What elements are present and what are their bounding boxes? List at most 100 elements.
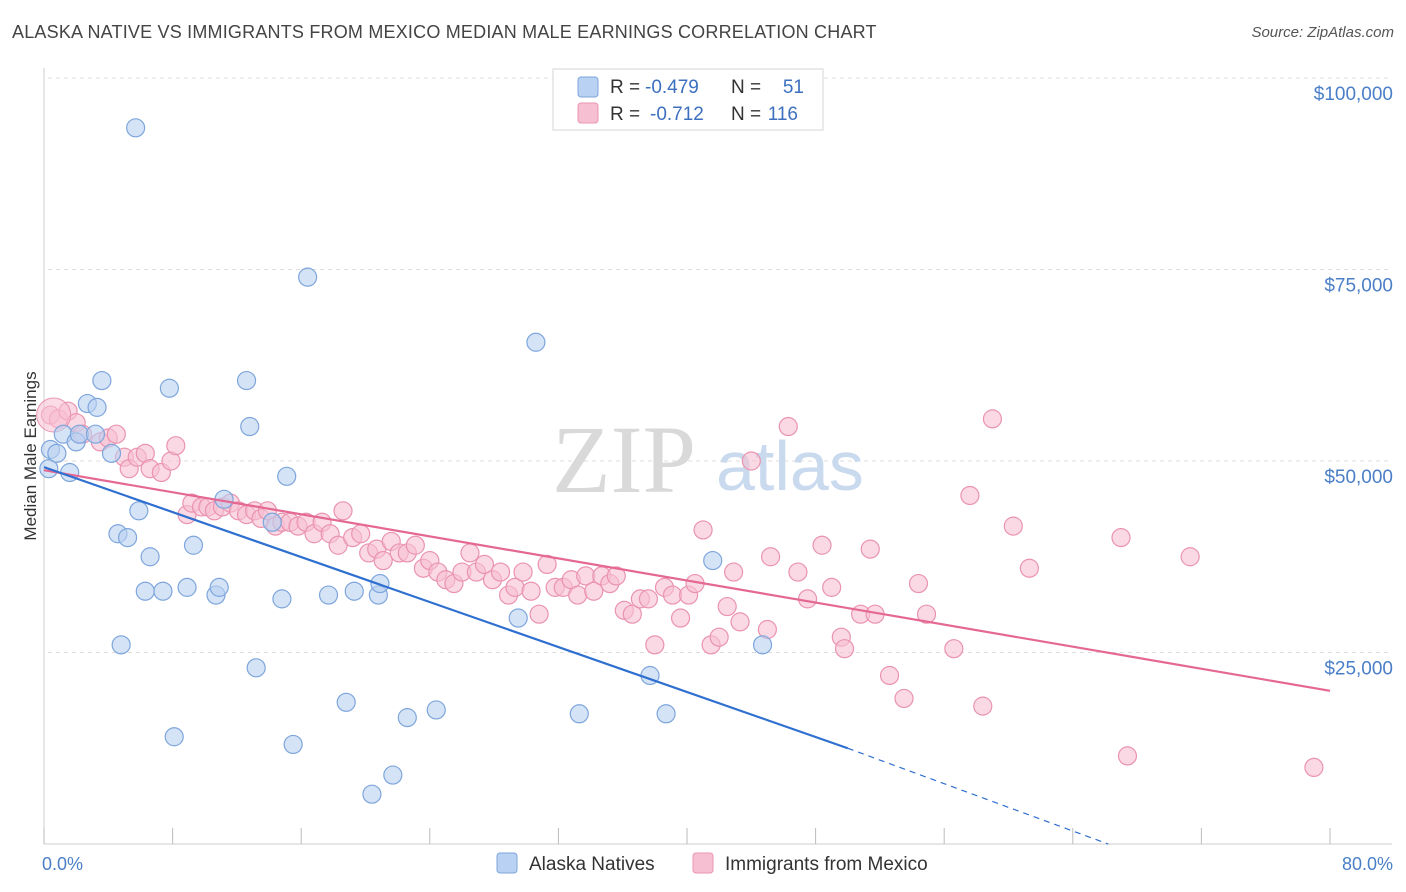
data-point — [584, 581, 604, 601]
data-point — [126, 118, 146, 138]
data-point — [318, 585, 339, 605]
data-point — [638, 589, 659, 609]
y-tick-label: $50,000 — [1324, 467, 1393, 488]
data-point — [693, 520, 713, 540]
data-point — [362, 784, 382, 804]
data-point — [246, 658, 266, 678]
data-point — [262, 512, 282, 532]
data-point — [568, 585, 588, 605]
legend-r-value-2: -0.712 — [650, 104, 704, 125]
data-point — [526, 332, 546, 352]
y-axis-title: Median Male Earnings — [21, 371, 40, 540]
watermark: ZIP atlas — [552, 406, 864, 513]
data-point — [283, 734, 303, 755]
data-point — [183, 535, 204, 555]
legend-bottom: Alaska Natives Immigrants from Mexico — [496, 852, 928, 875]
legend-r-value-1: -0.479 — [645, 77, 699, 98]
data-point — [916, 604, 937, 624]
data-point — [69, 424, 89, 444]
data-point — [129, 501, 149, 521]
data-point — [111, 635, 131, 655]
data-point — [336, 692, 356, 712]
data-point — [662, 585, 683, 605]
data-point — [92, 370, 112, 391]
data-point — [153, 581, 173, 601]
data-point — [717, 596, 737, 617]
data-point — [351, 524, 371, 544]
data-point — [622, 604, 642, 624]
data-point — [606, 566, 626, 586]
data-point — [460, 543, 480, 563]
data-point — [373, 550, 393, 571]
y-tick-label: $75,000 — [1324, 276, 1393, 297]
data-point — [973, 696, 993, 716]
data-point — [47, 443, 67, 463]
legend-bottom-label-immigrants-from-mexico: Immigrants from Mexico — [725, 854, 928, 875]
trend-line-mexico — [43, 469, 1331, 692]
data-point — [159, 378, 179, 398]
data-point — [474, 554, 495, 575]
data-point — [1304, 757, 1324, 778]
data-point — [960, 485, 980, 506]
data-point — [982, 409, 1003, 429]
legend-n-value-1: 51 — [783, 77, 804, 98]
data-point — [860, 539, 880, 559]
data-point — [894, 688, 914, 709]
data-point — [834, 639, 855, 659]
data-point — [760, 547, 781, 567]
data-point — [645, 635, 665, 655]
data-point — [730, 612, 750, 632]
data-point — [166, 436, 186, 456]
data-point — [709, 627, 729, 647]
data-point — [812, 535, 832, 555]
trend-line-alaska-extension — [847, 747, 1109, 845]
data-point — [944, 639, 964, 659]
data-point — [333, 501, 353, 521]
data-point — [752, 635, 773, 655]
data-point — [117, 527, 138, 548]
data-point — [508, 608, 528, 628]
data-point — [521, 581, 541, 601]
data-point — [879, 665, 900, 686]
grid-lines — [48, 77, 1392, 653]
data-point — [135, 581, 155, 601]
data-point — [741, 451, 761, 471]
legend-n-label-2: N = — [731, 104, 761, 125]
data-point — [426, 700, 446, 720]
data-point — [822, 577, 842, 597]
data-point — [383, 765, 403, 785]
data-point-cluster — [36, 397, 72, 433]
data-point — [106, 424, 126, 444]
data-point — [397, 708, 417, 728]
legend-top: R = -0.479 N = 51 R = -0.712 N = 116 — [552, 68, 824, 131]
data-point — [164, 727, 184, 747]
watermark-atlas: atlas — [716, 427, 864, 505]
data-point — [569, 704, 589, 724]
legend-bottom-swatch-pink — [692, 852, 714, 874]
data-point — [277, 466, 297, 486]
trend-lines — [43, 466, 1331, 845]
data-point — [1003, 516, 1023, 536]
data-point — [1117, 746, 1138, 766]
data-point — [778, 416, 798, 437]
data-point — [670, 608, 691, 628]
data-point — [797, 589, 818, 609]
watermark-zip: ZIP — [552, 406, 696, 513]
legend-bottom-label-alaska-natives: Alaska Natives — [529, 854, 655, 875]
legend-swatch-pink — [577, 102, 599, 124]
data-point — [1180, 547, 1200, 567]
x-axis-ticks — [43, 828, 1331, 844]
data-point — [140, 547, 160, 567]
y-tick-label: $25,000 — [1324, 659, 1393, 680]
data-point — [788, 562, 808, 582]
legend-r-label-1: R = — [610, 77, 640, 98]
data-point — [240, 416, 260, 437]
x-tick-label-min: 0.0% — [42, 854, 83, 874]
data-point — [236, 370, 257, 391]
data-point — [656, 704, 676, 724]
data-point — [513, 562, 533, 582]
legend-n-label-1: N = — [731, 77, 761, 98]
series-alaska-natives — [39, 118, 773, 804]
data-point — [87, 397, 107, 417]
